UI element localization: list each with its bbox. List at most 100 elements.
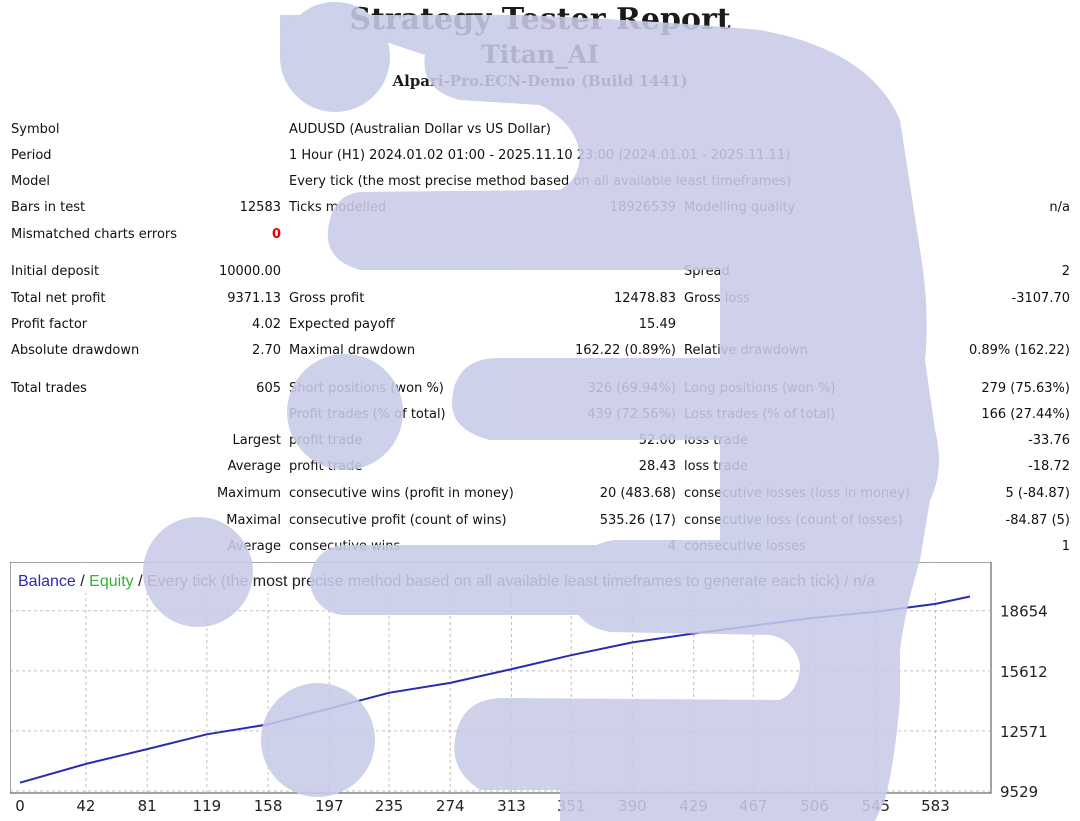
average-profit-value: 28.43 bbox=[638, 459, 676, 474]
ticks-value: 18926539 bbox=[609, 200, 676, 215]
initial-deposit-value: 10000.00 bbox=[218, 264, 281, 279]
maximal-profit-value: 535.26 (17) bbox=[599, 513, 676, 528]
long-positions-label: Long positions (won %) bbox=[684, 381, 836, 396]
legend-equity: Equity bbox=[89, 573, 133, 590]
expected-payoff-value: 15.49 bbox=[638, 317, 676, 332]
gross-profit-value: 12478.83 bbox=[613, 291, 676, 306]
period-value: 1 Hour (H1) 2024.01.02 01:00 - 2025.11.1… bbox=[289, 148, 791, 163]
net-profit-label: Total net profit bbox=[11, 291, 106, 306]
relative-drawdown-label: Relative drawdown bbox=[684, 343, 808, 358]
server-name: Alpari-Pro.ECN-Demo (Build 1441) bbox=[392, 72, 688, 90]
profit-trades-label: Profit trades (% of total) bbox=[289, 407, 446, 422]
y-axis-ticks: 9529 12571 15612 18654 bbox=[1000, 603, 1048, 801]
loss-trades-label: Loss trades (% of total) bbox=[684, 407, 836, 422]
ticks-label: Ticks modelled bbox=[289, 200, 387, 215]
avg-cons-wins-label: consecutive wins bbox=[289, 539, 401, 554]
x-tick-label: 274 bbox=[436, 797, 465, 815]
maximal-profit-label: consecutive profit (count of wins) bbox=[289, 513, 507, 528]
avg-cons-wins-value: 4 bbox=[667, 539, 676, 554]
quality-value: n/a bbox=[1049, 200, 1070, 215]
initial-deposit-label: Initial deposit bbox=[11, 264, 100, 279]
y-tick-label: 12571 bbox=[1000, 723, 1048, 741]
absolute-drawdown-value: 2.70 bbox=[252, 343, 281, 358]
relative-drawdown-value: 0.89% (162.22) bbox=[968, 343, 1070, 358]
chart-legend: Balance / Equity / Every tick (the most … bbox=[18, 573, 875, 590]
maximal-drawdown-label: Maximal drawdown bbox=[289, 343, 416, 358]
symbol-value: AUDUSD (Australian Dollar vs US Dollar) bbox=[289, 122, 551, 137]
x-tick-label: 42 bbox=[76, 797, 95, 815]
avg-cons-losses-label: consecutive losses bbox=[684, 539, 806, 554]
largest-profit-value: 52.00 bbox=[638, 433, 676, 448]
maximal-drawdown-value: 162.22 (0.89%) bbox=[574, 343, 676, 358]
legend-sep: / bbox=[76, 573, 89, 590]
average-loss-label: loss trade bbox=[684, 459, 748, 474]
period-label: Period bbox=[11, 148, 52, 163]
average-profit-label: profit trade bbox=[289, 459, 363, 474]
largest-loss-value: -33.76 bbox=[1028, 433, 1070, 448]
x-tick-label: 119 bbox=[193, 797, 222, 815]
profit-trades-value: 439 (72.56%) bbox=[587, 407, 676, 422]
max-cons-losses-label: consecutive losses (loss in money) bbox=[684, 486, 910, 501]
gross-profit-label: Gross profit bbox=[289, 291, 365, 306]
max-cons-wins-label: consecutive wins (profit in money) bbox=[289, 486, 514, 501]
bars-value: 12583 bbox=[239, 200, 281, 215]
report-title: Strategy Tester Report bbox=[349, 2, 731, 37]
x-tick-label: 545 bbox=[861, 797, 890, 815]
quality-label: Modelling quality bbox=[684, 200, 796, 215]
y-tick-label: 15612 bbox=[1000, 663, 1048, 681]
largest-label: Largest bbox=[232, 433, 281, 448]
max-cons-wins-value: 20 (483.68) bbox=[599, 486, 676, 501]
total-trades-label: Total trades bbox=[11, 381, 87, 396]
total-trades-value: 605 bbox=[256, 381, 281, 396]
average-label: Average bbox=[227, 459, 281, 474]
profit-factor-label: Profit factor bbox=[11, 317, 88, 332]
expert-name: Titan_AI bbox=[481, 40, 599, 69]
x-tick-label: 197 bbox=[315, 797, 344, 815]
y-tick-label: 9529 bbox=[1000, 783, 1038, 801]
balance-chart: 0 42 81 119 158 197 235 274 313 351 390 429 467 506 54… bbox=[10, 562, 1048, 815]
maximal-label: Maximal bbox=[226, 513, 281, 528]
x-tick-label: 390 bbox=[618, 797, 647, 815]
gross-loss-value: -3107.70 bbox=[1011, 291, 1070, 306]
largest-loss-label: loss trade bbox=[684, 433, 748, 448]
legend-description: / Every tick (the most precise method ba… bbox=[134, 573, 876, 590]
max-cons-losses-value: 5 (-84.87) bbox=[1005, 486, 1070, 501]
x-tick-label: 351 bbox=[557, 797, 586, 815]
model-label: Model bbox=[11, 174, 51, 189]
profit-factor-value: 4.02 bbox=[252, 317, 281, 332]
x-tick-label: 583 bbox=[921, 797, 950, 815]
short-positions-value: 326 (69.94%) bbox=[587, 381, 676, 396]
y-tick-label: 18654 bbox=[1000, 603, 1048, 621]
expected-payoff-label: Expected payoff bbox=[289, 317, 395, 332]
model-value: Every tick (the most precise method base… bbox=[289, 174, 792, 189]
x-tick-label: 467 bbox=[739, 797, 768, 815]
x-tick-label: 313 bbox=[497, 797, 526, 815]
legend-balance: Balance bbox=[18, 573, 76, 590]
x-tick-label: 506 bbox=[800, 797, 829, 815]
chart-plot-frame bbox=[10, 562, 992, 794]
x-axis-ticks: 0 42 81 119 158 197 235 274 313 351 390 429 467 506 54… bbox=[15, 797, 950, 815]
loss-trades-value: 166 (27.44%) bbox=[981, 407, 1070, 422]
avg-cons-losses-value: 1 bbox=[1061, 539, 1070, 554]
average-cons-label: Average bbox=[227, 539, 281, 554]
mismatch-label: Mismatched charts errors bbox=[11, 227, 178, 242]
bars-label: Bars in test bbox=[11, 200, 86, 215]
x-tick-label: 0 bbox=[15, 797, 25, 815]
maximum-label: Maximum bbox=[216, 486, 281, 501]
spread-label: Spread bbox=[684, 264, 730, 279]
average-loss-value: -18.72 bbox=[1028, 459, 1070, 474]
mismatch-value: 0 bbox=[271, 227, 281, 242]
gross-loss-label: Gross loss bbox=[684, 291, 750, 306]
short-positions-label: Short positions (won %) bbox=[289, 381, 444, 396]
maximal-loss-value: -84.87 (5) bbox=[1005, 513, 1070, 528]
symbol-label: Symbol bbox=[11, 122, 60, 137]
x-tick-label: 235 bbox=[375, 797, 404, 815]
x-tick-label: 81 bbox=[138, 797, 157, 815]
net-profit-value: 9371.13 bbox=[227, 291, 281, 306]
long-positions-value: 279 (75.63%) bbox=[981, 381, 1070, 396]
x-tick-label: 158 bbox=[254, 797, 283, 815]
x-tick-label: 429 bbox=[679, 797, 708, 815]
largest-profit-label: profit trade bbox=[289, 433, 363, 448]
absolute-drawdown-label: Absolute drawdown bbox=[11, 343, 140, 358]
spread-value: 2 bbox=[1061, 264, 1070, 279]
